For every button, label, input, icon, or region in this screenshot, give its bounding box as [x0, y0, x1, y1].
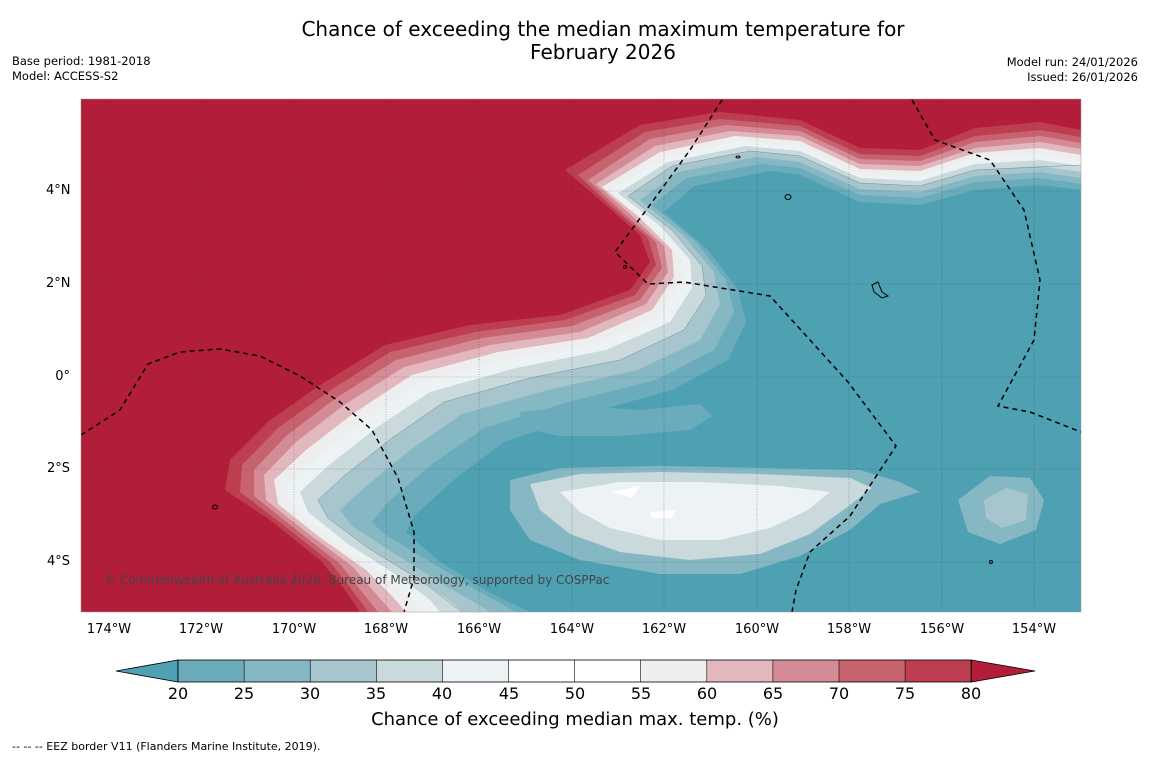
- map-title: Chance of exceeding the median maximum t…: [0, 18, 1150, 64]
- x-tick-label: 166°W: [456, 622, 502, 637]
- map-frame: [80, 98, 1082, 613]
- colorbar-extend-high: [970, 659, 1036, 683]
- colorbar-segment: [376, 660, 443, 682]
- x-tick-label: 158°W: [826, 622, 872, 637]
- model-run: Model run: 24/01/2026: [1006, 55, 1138, 69]
- graticule: [81, 99, 1081, 612]
- y-tick-label: 0°: [55, 369, 70, 384]
- colorbar-label: 35: [365, 684, 387, 703]
- colorbar-segment: [310, 660, 377, 682]
- colorbar-label: 45: [498, 684, 520, 703]
- colorbar-segment: [508, 660, 576, 682]
- contour-line-main: [317, 150, 1081, 612]
- x-tick-label: 164°W: [549, 622, 595, 637]
- colorbar-extend-low: [115, 659, 179, 683]
- colorbar-segment: [772, 660, 840, 682]
- x-tick-label: 162°W: [641, 622, 687, 637]
- y-tick-label: 4°N: [46, 183, 71, 198]
- base-period: Base period: 1981-2018: [12, 54, 151, 68]
- eez-legend-note: -- -- -- EEZ border V11 (Flanders Marine…: [12, 740, 321, 753]
- colorbar-label: 20: [167, 684, 189, 703]
- y-tick-label: 4°S: [46, 554, 70, 569]
- colorbar-label: 55: [630, 684, 652, 703]
- issued-date: Issued: 26/01/2026: [1027, 70, 1138, 84]
- y-tick-label: 2°S: [46, 461, 70, 476]
- x-tick-label: 172°W: [178, 622, 224, 637]
- southern-warm-core-3: [612, 486, 676, 518]
- colorbar-label: 75: [894, 684, 916, 703]
- x-tick-label: 156°W: [919, 622, 965, 637]
- meta-left: Base period: 1981-2018 Model: ACCESS-S2: [12, 54, 151, 84]
- meta-right: Model run: 24/01/2026 Issued: 26/01/2026: [1007, 55, 1138, 85]
- colorbar: [115, 659, 1036, 683]
- colorbar-label: 25: [233, 684, 255, 703]
- colorbar-label: 60: [696, 684, 718, 703]
- x-tick-label: 168°W: [363, 622, 409, 637]
- colorbar-label: 40: [431, 684, 453, 703]
- colorbar-label: 30: [299, 684, 321, 703]
- colorbar-title: Chance of exceeding median max. temp. (%…: [371, 709, 779, 730]
- colorbar-label: 65: [762, 684, 784, 703]
- colorbar-segment: [839, 660, 906, 682]
- x-tick-label: 170°W: [271, 622, 317, 637]
- islands: [212, 155, 993, 564]
- colorbar-segment: [574, 660, 642, 682]
- colorbar-label: 70: [828, 684, 850, 703]
- colorbar-segment: [640, 660, 708, 682]
- east-warm-core: [984, 488, 1028, 528]
- colorbar-segment: [178, 660, 245, 682]
- copyright-notice: © Commonwealth of Australia 2026, Bureau…: [104, 573, 610, 587]
- model-name: Model: ACCESS-S2: [12, 69, 119, 83]
- colorbar-segment: [905, 660, 972, 682]
- x-tick-label: 174°W: [86, 622, 132, 637]
- title-line-2: February 2026: [530, 40, 676, 64]
- colorbar-segment: [244, 660, 311, 682]
- map-field: [81, 99, 1081, 612]
- y-tick-label: 2°N: [46, 276, 71, 291]
- eez-borders: [81, 99, 1081, 612]
- colorbar-label: 80: [960, 684, 982, 703]
- title-line-1: Chance of exceeding the median maximum t…: [301, 17, 905, 41]
- colorbar-segment: [442, 660, 509, 682]
- colorbar-segment: [706, 660, 774, 682]
- x-tick-label: 160°W: [734, 622, 780, 637]
- colorbar-label: 50: [564, 684, 586, 703]
- x-tick-label: 154°W: [1011, 622, 1057, 637]
